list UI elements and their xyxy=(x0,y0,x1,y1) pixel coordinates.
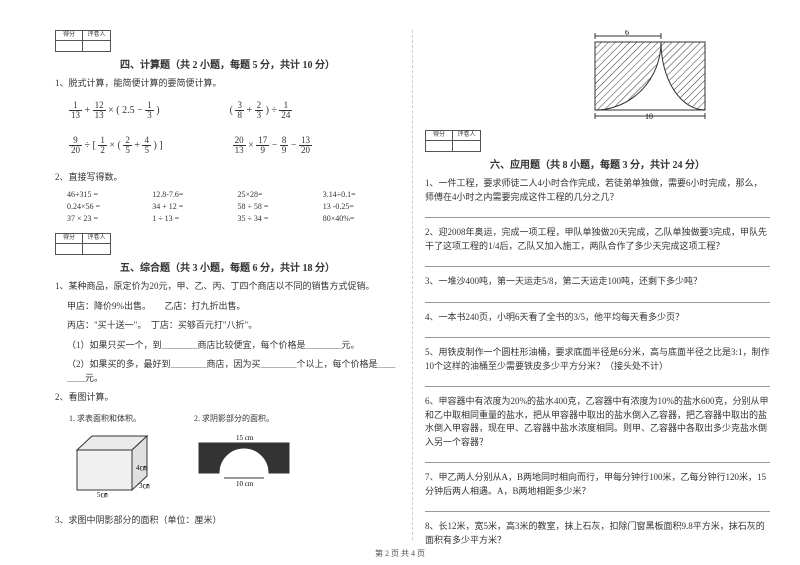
calc-grid: 46+315 = 12.8-7.6= 25×28= 3.14÷0.1= 0.24… xyxy=(67,190,400,223)
cuboid-fig: 1. 求表面积和体积。 4㎝ 3㎝ 5㎝ xyxy=(69,413,164,500)
cuboid-icon: 4㎝ 3㎝ 5㎝ xyxy=(69,428,164,498)
answer-line xyxy=(425,210,770,218)
arch-fig: 2. 求阴影部分的面积。 15 cm 10 cm xyxy=(194,413,294,500)
calc-cell: 37 × 23 = xyxy=(67,214,144,223)
sec6-q7: 7、甲乙两人分别从A，B两地同时相向而行，甲每分钟行100米，乙每分钟行120米… xyxy=(425,471,770,498)
sec6-q5: 5、用铁皮制作一个圆柱形油桶，要求底面半径是6分米，高与底面半径之比是3:1，制… xyxy=(425,346,770,373)
right-column: 6 10 得分 评卷人 六、应用题（共 8 小题，每题 3 分，共计 24 分）… xyxy=(413,30,770,540)
calc-cell: 13 -0.25= xyxy=(323,202,400,211)
svg-text:3㎝: 3㎝ xyxy=(139,482,150,490)
fig-caption-2: 2. 求阴影部分的面积。 xyxy=(194,413,294,424)
calc-cell: 3.14÷0.1= xyxy=(323,190,400,199)
answer-line xyxy=(425,379,770,387)
calc-cell: 35 ÷ 34 = xyxy=(238,214,315,223)
answer-line xyxy=(425,259,770,267)
answer-line xyxy=(425,295,770,303)
svg-text:15 cm: 15 cm xyxy=(236,434,254,442)
sec6-q8: 8、长12米，宽5米，高3米的教室，抹上石灰，扣除门窗黑板面积9.8平方米，抹石… xyxy=(425,520,770,547)
expr-1: 113 + 1213 × ( 2.5 − 13 ) xyxy=(69,101,160,120)
sec6-title: 六、应用题（共 8 小题，每题 3 分，共计 24 分） xyxy=(425,156,770,171)
calc-cell: 34 + 12 = xyxy=(152,202,229,211)
expr-4: 2013 × 179 − 89 − 1320 xyxy=(233,136,312,155)
answer-line xyxy=(425,330,770,338)
sec5-q1d: （1）如果只买一个，到＿＿＿＿商店比较便宜，每个价格是＿＿＿＿元。 xyxy=(55,339,400,353)
answer-line xyxy=(425,455,770,463)
scorebox-sec4: 得分 评卷人 xyxy=(55,30,400,52)
fig-caption-1: 1. 求表面积和体积。 xyxy=(69,413,164,424)
page-footer: 第 2 页 共 4 页 xyxy=(0,548,800,559)
answer-line xyxy=(425,504,770,512)
calc-cell: 80×40%= xyxy=(323,214,400,223)
figure-row: 1. 求表面积和体积。 4㎝ 3㎝ 5㎝ 2. 求阴影部分的面积。 15 cm … xyxy=(69,413,400,500)
math-row-1: 113 + 1213 × ( 2.5 − 13 ) ( 38 + 23 ) ÷ … xyxy=(69,101,400,120)
sec6-q3: 3、一堆沙400吨，第一天运走5/8，第二天运走100吨，还剩下多少吨？ xyxy=(425,275,770,289)
svg-text:10: 10 xyxy=(645,112,653,120)
calc-cell: 46+315 = xyxy=(67,190,144,199)
scorebox-sec5: 得分 评卷人 xyxy=(55,233,400,255)
svg-text:4㎝: 4㎝ xyxy=(136,464,147,472)
calc-cell: 58 ÷ 58 = xyxy=(238,202,315,211)
math-row-2: 920 ÷ [ 12 × ( 25 + 45 ) ] 2013 × 179 − … xyxy=(69,136,400,155)
svg-text:10 cm: 10 cm xyxy=(236,480,254,488)
svg-text:5㎝: 5㎝ xyxy=(97,491,108,498)
sec5-q1b: 甲店：降价9%出售。 乙店：打九折出售。 xyxy=(55,300,400,314)
score-hdr: 得分 xyxy=(56,31,82,41)
sec6-q1: 1、一件工程，要求师徒二人4小时合作完成，若徒弟单独做，需要6小时完成，那么，师… xyxy=(425,177,770,204)
sec4-q1: 1、脱式计算，能简便计算的要简便计算。 xyxy=(55,77,400,91)
scorebox-sec6: 得分 评卷人 xyxy=(425,130,770,152)
sec4-title: 四、计算题（共 2 小题，每题 5 分，共计 10 分） xyxy=(55,56,400,71)
sec5-q1c: 丙店："买十送一"。 丁店：买够百元打"八折"。 xyxy=(55,319,400,333)
sec5-q1e: （2）如果买的多，最好到＿＿＿＿商店，因为买＿＿＿＿个以上，每个价格是＿＿＿＿元… xyxy=(55,358,400,385)
sec4-q2: 2、直接写得数。 xyxy=(55,171,400,185)
sec5-q3: 3、求图中阴影部分的面积（单位：厘米） xyxy=(55,514,400,528)
calc-cell: 1 ÷ 13 = xyxy=(152,214,229,223)
arch-icon: 15 cm 10 cm xyxy=(194,428,294,488)
grader-hdr: 评卷人 xyxy=(83,31,110,41)
quarter-circle-diagram: 6 10 xyxy=(585,30,770,122)
sec5-q2: 2、看图计算。 xyxy=(55,391,400,405)
left-column: 得分 评卷人 四、计算题（共 2 小题，每题 5 分，共计 10 分） 1、脱式… xyxy=(55,30,413,540)
expr-2: ( 38 + 23 ) ÷ 124 xyxy=(230,101,293,120)
svg-text:6: 6 xyxy=(625,30,629,37)
calc-cell: 12.8-7.6= xyxy=(152,190,229,199)
sec6-q4: 4、一本书240页，小明6天看了全书的3/5，他平均每天看多少页？ xyxy=(425,311,770,325)
sec6-q6: 6、甲容器中有浓度为20%的盐水400克，乙容器中有浓度为10%的盐水600克，… xyxy=(425,395,770,449)
calc-cell: 25×28= xyxy=(238,190,315,199)
calc-cell: 0.24×56 = xyxy=(67,202,144,211)
sec5-title: 五、综合题（共 3 小题，每题 6 分，共计 18 分） xyxy=(55,259,400,274)
expr-3: 920 ÷ [ 12 × ( 25 + 45 ) ] xyxy=(69,136,163,155)
sec6-q2: 2、迎2008年奥运，完成一项工程，甲队单独做20天完成，乙队单独做要3完成，甲… xyxy=(425,226,770,253)
sec5-q1a: 1、某种商品，原定价为20元，甲、乙、丙、丁四个商店以不同的销售方式促销。 xyxy=(55,280,400,294)
